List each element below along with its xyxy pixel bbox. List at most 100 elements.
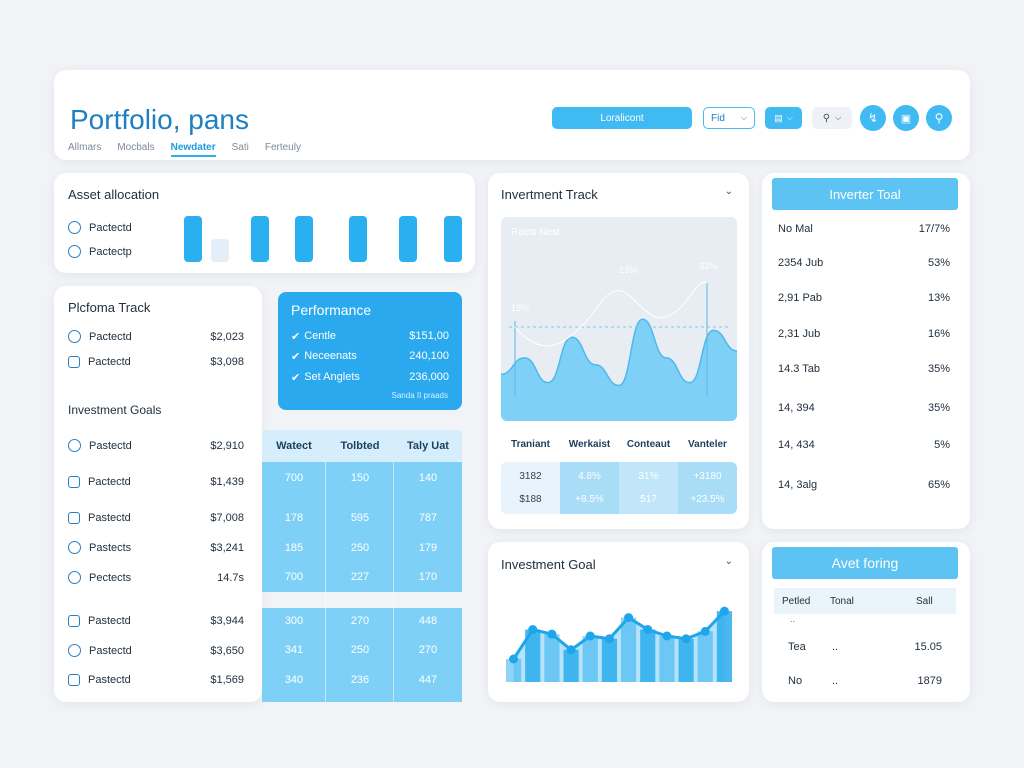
table-row[interactable]: 178 595 787 [262, 512, 462, 532]
bar [716, 611, 732, 682]
tab-mocbals[interactable]: Mocbals [117, 142, 155, 153]
table-row[interactable]: 300 270 448 [262, 615, 462, 635]
primary-action-button[interactable]: Loralicont [552, 107, 692, 129]
performance-row-value: 236,000 [409, 371, 449, 383]
table-cell: 787 [418, 512, 438, 524]
search-button[interactable]: ⚲ [926, 105, 952, 131]
list-item[interactable]: 14, 434 5% [778, 439, 950, 451]
table-cell: 447 [418, 674, 438, 686]
row-value: $3,650 [210, 644, 244, 657]
list-item[interactable]: 2354 Jub 53% [778, 257, 950, 269]
performance-row-label: Set Anglets [304, 371, 360, 383]
point-label: 33% [699, 261, 718, 271]
row-value: $3,241 [210, 541, 244, 554]
page-title: Portfolio, pans [70, 104, 249, 135]
performance-row-value: 240,100 [409, 350, 449, 362]
info-circle-icon [68, 245, 81, 258]
list-item[interactable]: 2,91 Pab 13% [778, 292, 950, 304]
row-label: 2,91 Pab [778, 292, 823, 304]
data-point [566, 645, 576, 655]
list-item[interactable]: Pastectd $7,008 [68, 512, 244, 524]
tab-newdater[interactable]: Newdater [170, 142, 216, 157]
chart-title: Racts Nest [511, 227, 560, 238]
avet-foring-header[interactable]: Avet foring [772, 547, 958, 579]
list-item[interactable]: 2,31 Jub 16% [778, 328, 950, 340]
investor-total-title: Inverter Toal [829, 186, 901, 202]
filter-select-label: Fid [711, 112, 725, 124]
investor-total-header[interactable]: Inverter Toal [772, 178, 958, 210]
table-row[interactable]: No .. 1879 [774, 675, 956, 691]
chevron-down-icon[interactable]: ⌄ [724, 556, 733, 567]
table-col-divider [393, 462, 394, 702]
investment-goals-title: Investment Goals [68, 403, 162, 417]
table-cell: 700 [284, 571, 304, 583]
performance-card[interactable]: Performance ✔ Centle $151,00 ✔ Neceenats… [278, 292, 462, 410]
table-row[interactable]: 185 250 179 [262, 542, 462, 562]
list-item[interactable]: Pastectd $3,650 [68, 644, 244, 657]
filter-select[interactable]: Fid ⌵ [703, 107, 755, 129]
data-point [604, 634, 614, 644]
list-item[interactable]: 14, 394 35% [778, 402, 950, 414]
table-cell: 270 [350, 615, 370, 627]
search-select[interactable]: ⚲ ⌵ [812, 107, 852, 129]
table-cell: 595 [350, 512, 370, 524]
check-icon: ✔ [291, 372, 301, 384]
table-row[interactable]: 700 227 170 [262, 571, 462, 591]
summary-cell: +23.5% [690, 494, 725, 505]
bar [678, 638, 694, 682]
investment-goal-title: Investment Goal [501, 557, 596, 572]
area-chart [501, 281, 737, 421]
list-item[interactable]: Pactectd $1,439 [68, 476, 244, 488]
table-row[interactable]: 341 250 270 [262, 644, 462, 664]
data-point [700, 626, 710, 636]
table-cell: 236 [350, 674, 370, 686]
asset-item-label: Pactectd [89, 221, 132, 234]
goals-table-group-b [262, 608, 462, 702]
table-cell: 227 [350, 571, 370, 583]
list-item[interactable]: 14, 3alg 65% [778, 479, 950, 491]
row-value: 17/7% [918, 223, 950, 235]
list-item[interactable]: 14.3 Tab 35% [778, 363, 950, 375]
table-row[interactable]: Tea .. 15.05 [774, 641, 956, 657]
list-item[interactable]: Pectects 14.7s [68, 571, 244, 584]
table-row[interactable]: 700 150 140 [262, 472, 462, 492]
asset-allocation-title: Asset allocation [68, 187, 160, 202]
goals-table-group-a [262, 462, 462, 592]
header-tabs: Allmars Mocbals Newdater Sati Ferteuly [68, 142, 301, 157]
edit-icon [68, 476, 80, 488]
summary-block: 3182 4.8% 31% +3180 $188 +8.5% 517 +23.5… [501, 462, 737, 514]
view-select[interactable]: ▤ ⌵ [765, 107, 802, 129]
table-cell: 140 [418, 472, 438, 484]
chevron-down-icon[interactable]: ⌄ [724, 186, 733, 197]
row-label: Pastects [89, 541, 132, 554]
list-item[interactable]: No Mal 17/7% [778, 223, 950, 235]
list-item[interactable]: Pastectd $3,944 [68, 615, 244, 627]
summary-header-cell: Conteaut [626, 439, 671, 450]
tab-sati[interactable]: Sati [231, 142, 249, 153]
table-cell: .. [832, 675, 839, 687]
row-value: $7,008 [210, 512, 244, 524]
bar [640, 629, 656, 682]
table-cell: .. [832, 641, 839, 653]
list-item[interactable]: Pactectd $3,098 [68, 356, 244, 368]
allocation-bar [184, 216, 202, 262]
table-row[interactable]: 340 236 447 [262, 674, 462, 694]
list-item[interactable]: Pactectd $2,023 [68, 330, 244, 343]
list-item[interactable]: Pastectd $2,910 [68, 439, 244, 452]
bolt-button[interactable]: ↯ [860, 105, 886, 131]
asset-item[interactable]: Pactectd [68, 221, 132, 234]
tab-allmars[interactable]: Allmars [68, 142, 102, 153]
bar [506, 659, 522, 682]
summary-cell: 517 [640, 494, 657, 505]
summary-col [678, 462, 737, 514]
checkbox-icon [68, 512, 80, 524]
tab-ferteuly[interactable]: Ferteuly [264, 142, 301, 153]
list-item[interactable]: Pastectd $1,569 [68, 674, 244, 686]
list-item[interactable]: Pastects $3,241 [68, 541, 244, 554]
row-value: $1,439 [210, 476, 244, 488]
table-row[interactable]: .. [774, 614, 956, 628]
check-icon: ✔ [291, 351, 301, 363]
asset-item[interactable]: Pactectp [68, 245, 132, 258]
row-label: 14.3 Tab [778, 363, 821, 375]
save-button[interactable]: ▣ [893, 105, 919, 131]
